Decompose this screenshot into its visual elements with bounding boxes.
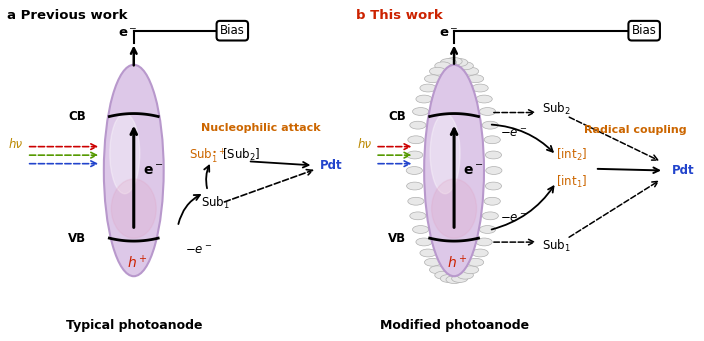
- Circle shape: [420, 249, 436, 257]
- Circle shape: [410, 212, 426, 220]
- Ellipse shape: [424, 65, 484, 276]
- Text: [int$_1$]: [int$_1$]: [556, 174, 587, 191]
- Text: [int$_2$]: [int$_2$]: [556, 147, 587, 163]
- Text: Radical coupling: Radical coupling: [584, 124, 687, 135]
- Circle shape: [410, 121, 426, 129]
- Circle shape: [482, 212, 498, 220]
- Circle shape: [484, 197, 501, 205]
- Text: Sub$_1$: Sub$_1$: [542, 237, 571, 254]
- Text: $h^+$: $h^+$: [127, 254, 148, 271]
- Circle shape: [482, 121, 498, 129]
- Text: Bias: Bias: [631, 24, 657, 37]
- Text: Nucleophilic attack: Nucleophilic attack: [201, 123, 320, 133]
- Text: CB: CB: [389, 110, 407, 123]
- Text: e$^-$: e$^-$: [463, 163, 484, 178]
- Circle shape: [446, 276, 463, 284]
- Circle shape: [463, 266, 479, 274]
- Circle shape: [407, 182, 423, 190]
- Text: Sub$_1$: Sub$_1$: [201, 195, 230, 211]
- Circle shape: [425, 75, 441, 83]
- Text: $h^+$: $h^+$: [447, 254, 468, 271]
- Text: hν: hν: [358, 138, 372, 151]
- Circle shape: [485, 151, 501, 159]
- Text: Sub$_2$: Sub$_2$: [542, 101, 571, 117]
- Circle shape: [413, 226, 429, 234]
- Text: Modified photoanode: Modified photoanode: [379, 320, 529, 332]
- Circle shape: [440, 59, 456, 66]
- Text: e$^-$: e$^-$: [118, 27, 138, 40]
- Text: $-e^-$: $-e^-$: [500, 127, 527, 139]
- Circle shape: [467, 258, 484, 266]
- Circle shape: [476, 238, 492, 246]
- Circle shape: [446, 58, 463, 65]
- Ellipse shape: [432, 179, 477, 238]
- Circle shape: [484, 136, 501, 144]
- Text: $-e^-$: $-e^-$: [184, 244, 212, 257]
- Text: CB: CB: [68, 110, 86, 123]
- Circle shape: [416, 95, 432, 103]
- Text: Sub$_1^{\bullet+}$: Sub$_1^{\bullet+}$: [189, 146, 226, 165]
- Ellipse shape: [110, 114, 139, 194]
- Text: [Sub$_2$]: [Sub$_2$]: [222, 147, 260, 163]
- Ellipse shape: [430, 114, 460, 194]
- Circle shape: [435, 62, 451, 70]
- Circle shape: [429, 266, 446, 274]
- Circle shape: [486, 166, 502, 175]
- Circle shape: [479, 107, 496, 115]
- Text: Bias: Bias: [220, 24, 245, 37]
- Circle shape: [485, 182, 501, 190]
- Text: Typical photoanode: Typical photoanode: [65, 320, 202, 332]
- Circle shape: [452, 275, 468, 282]
- Circle shape: [435, 271, 451, 279]
- Circle shape: [406, 166, 422, 174]
- Circle shape: [463, 67, 479, 75]
- Circle shape: [467, 75, 484, 83]
- Ellipse shape: [111, 179, 156, 238]
- Text: hν: hν: [8, 138, 23, 151]
- Circle shape: [457, 271, 473, 279]
- Circle shape: [472, 84, 488, 92]
- Circle shape: [408, 197, 424, 205]
- Text: Pdt: Pdt: [320, 159, 343, 172]
- Text: e$^-$: e$^-$: [143, 163, 163, 178]
- Circle shape: [429, 67, 446, 75]
- Circle shape: [457, 62, 473, 70]
- Circle shape: [476, 95, 492, 103]
- Text: VB: VB: [68, 232, 86, 244]
- Circle shape: [420, 84, 436, 92]
- Circle shape: [416, 238, 432, 246]
- Text: VB: VB: [389, 232, 407, 244]
- Ellipse shape: [103, 65, 163, 276]
- Circle shape: [440, 275, 456, 282]
- Text: $-e^-$: $-e^-$: [500, 212, 527, 225]
- Text: a Previous work: a Previous work: [7, 9, 127, 21]
- Text: Pdt: Pdt: [672, 164, 695, 177]
- Circle shape: [407, 151, 423, 159]
- Circle shape: [408, 136, 424, 144]
- Circle shape: [479, 226, 496, 234]
- Circle shape: [452, 59, 468, 66]
- Circle shape: [425, 258, 441, 266]
- Circle shape: [472, 249, 488, 257]
- Text: b This work: b This work: [356, 9, 442, 21]
- Text: e$^-$: e$^-$: [439, 27, 458, 40]
- Circle shape: [413, 107, 429, 115]
